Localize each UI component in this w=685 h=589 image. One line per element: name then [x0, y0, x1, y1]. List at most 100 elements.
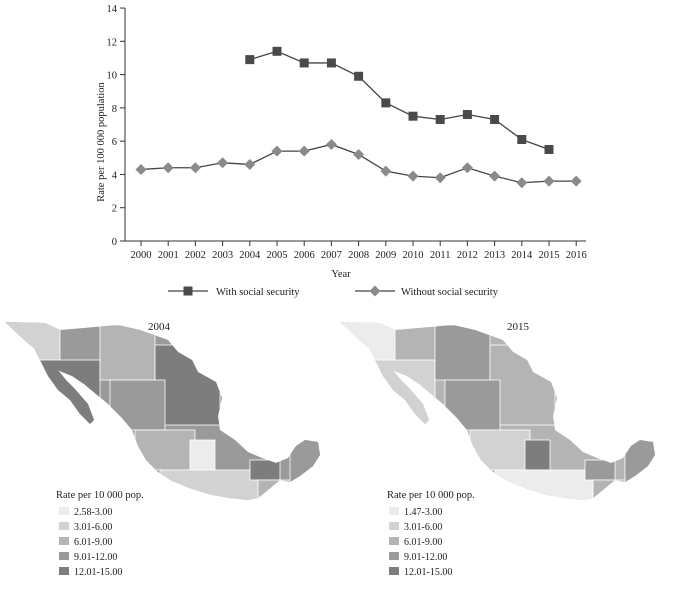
x-tick-label: 2010	[403, 250, 424, 261]
x-tick-label: 2016	[566, 250, 587, 261]
legend-class-label: 1.47-3.00	[404, 507, 442, 518]
legend-square-marker	[183, 286, 193, 296]
state-region	[249, 459, 281, 481]
state-region	[189, 439, 216, 471]
data-point-with-social-security	[245, 55, 255, 65]
map-legend-title: Rate per 10 000 pop.	[387, 490, 475, 501]
data-point-without-social-security	[380, 165, 392, 177]
state-region	[494, 469, 596, 500]
x-tick-label: 2005	[267, 250, 288, 261]
state-region	[134, 429, 196, 471]
map-legend: Rate per 10 000 pop. 2.58-3.00 3.01-6.00…	[56, 490, 144, 578]
legend-class-label: 3.01-6.00	[404, 522, 442, 533]
state-region	[364, 359, 436, 431]
legend-swatch	[59, 522, 69, 530]
x-axis-ticks: 2000 2001 2002 2003 2004 2005 2006 2007 2008 2009…	[131, 241, 587, 261]
data-point-without-social-security	[543, 175, 555, 187]
data-point-with-social-security	[435, 115, 445, 125]
x-tick-label: 2003	[212, 250, 233, 261]
legend-class-label: 3.01-6.00	[74, 522, 112, 533]
x-tick-label: 2006	[294, 250, 315, 261]
data-point-without-social-security	[407, 170, 419, 182]
data-point-without-social-security	[353, 148, 365, 160]
mexico-states-map	[5, 322, 320, 500]
y-tick-label: 0	[112, 237, 117, 248]
state-region	[109, 379, 166, 431]
legend-class-label: 9.01-12.00	[404, 552, 447, 563]
data-point-with-social-security	[462, 110, 472, 120]
legend-item-with-social-security: With social security	[168, 286, 300, 298]
x-tick-label: 2014	[511, 250, 533, 261]
x-tick-label: 2011	[430, 250, 451, 261]
data-point-with-social-security	[408, 111, 418, 121]
data-point-without-social-security	[570, 175, 582, 187]
legend-class-label: 9.01-12.00	[74, 552, 117, 563]
state-region	[624, 434, 655, 486]
legend-swatch	[59, 552, 69, 560]
y-tick-label: 2	[112, 204, 117, 215]
y-axis-title: Rate per 100 000 population	[96, 81, 107, 201]
state-region	[444, 379, 501, 431]
state-region	[524, 439, 551, 471]
data-point-with-social-security	[326, 58, 336, 68]
legend-diamond-marker	[369, 285, 381, 297]
legend-item-without-social-security: Without social security	[355, 285, 499, 298]
legend-swatch	[389, 522, 399, 530]
data-point-with-social-security	[354, 71, 364, 81]
x-tick-label: 2015	[539, 250, 560, 261]
x-tick-label: 2008	[348, 250, 369, 261]
state-region	[257, 479, 294, 500]
y-tick-label: 8	[112, 104, 117, 115]
y-tick-label: 14	[107, 4, 118, 15]
data-point-without-social-security	[516, 177, 528, 189]
legend-label: With social security	[216, 287, 300, 298]
x-tick-label: 2009	[375, 250, 396, 261]
legend-swatch	[389, 567, 399, 575]
legend-swatch	[389, 552, 399, 560]
state-region	[592, 479, 629, 500]
legend-swatch	[389, 507, 399, 515]
x-tick-label: 2001	[158, 250, 179, 261]
data-point-without-social-security	[271, 145, 283, 157]
series-line-with-social-security	[249, 50, 550, 151]
x-tick-label: 2004	[239, 250, 261, 261]
series-layer	[135, 46, 582, 189]
x-tick-label: 2012	[457, 250, 478, 261]
data-point-without-social-security	[162, 162, 174, 174]
state-region	[469, 429, 531, 471]
legend-swatch	[389, 537, 399, 545]
mexico-states-map	[340, 322, 655, 500]
y-axis-ticks: 0 2 4 6 8 10 12 14	[107, 4, 125, 248]
map-legend: Rate per 10 000 pop. 1.47-3.00 3.01-6.00…	[387, 490, 475, 578]
state-region	[434, 324, 491, 381]
data-point-without-social-security	[244, 158, 256, 170]
legend-class-label: 6.01-9.00	[404, 537, 442, 548]
data-point-without-social-security	[298, 145, 310, 157]
state-region	[29, 359, 101, 431]
legend-swatch	[59, 567, 69, 575]
data-point-without-social-security	[325, 138, 337, 150]
data-point-with-social-security	[490, 115, 500, 125]
legend-class-label: 6.01-9.00	[74, 537, 112, 548]
map-title: 2004	[148, 321, 171, 333]
state-region	[584, 459, 616, 481]
state-region	[99, 324, 156, 381]
data-point-without-social-security	[434, 172, 446, 184]
legend-swatch	[59, 507, 69, 515]
x-tick-label: 2000	[131, 250, 152, 261]
data-point-with-social-security	[272, 46, 282, 56]
x-tick-label: 2002	[185, 250, 206, 261]
line-chart: 0 2 4 6 8 10 12 14 2000 2001 2002 2003 2004 2005 2006…	[96, 4, 587, 280]
legend-class-label: 12.01-15.00	[404, 567, 452, 578]
y-tick-label: 10	[107, 71, 118, 82]
legend-swatch	[59, 537, 69, 545]
legend-class-label: 12.01-15.00	[74, 567, 122, 578]
chart-legend: With social security Without social secu…	[168, 285, 499, 298]
x-tick-label: 2007	[321, 250, 342, 261]
data-point-without-social-security	[461, 162, 473, 174]
legend-label: Without social security	[401, 287, 499, 298]
data-point-with-social-security	[517, 134, 527, 144]
map-legend-title: Rate per 10 000 pop.	[56, 490, 144, 501]
data-point-with-social-security	[381, 98, 391, 108]
